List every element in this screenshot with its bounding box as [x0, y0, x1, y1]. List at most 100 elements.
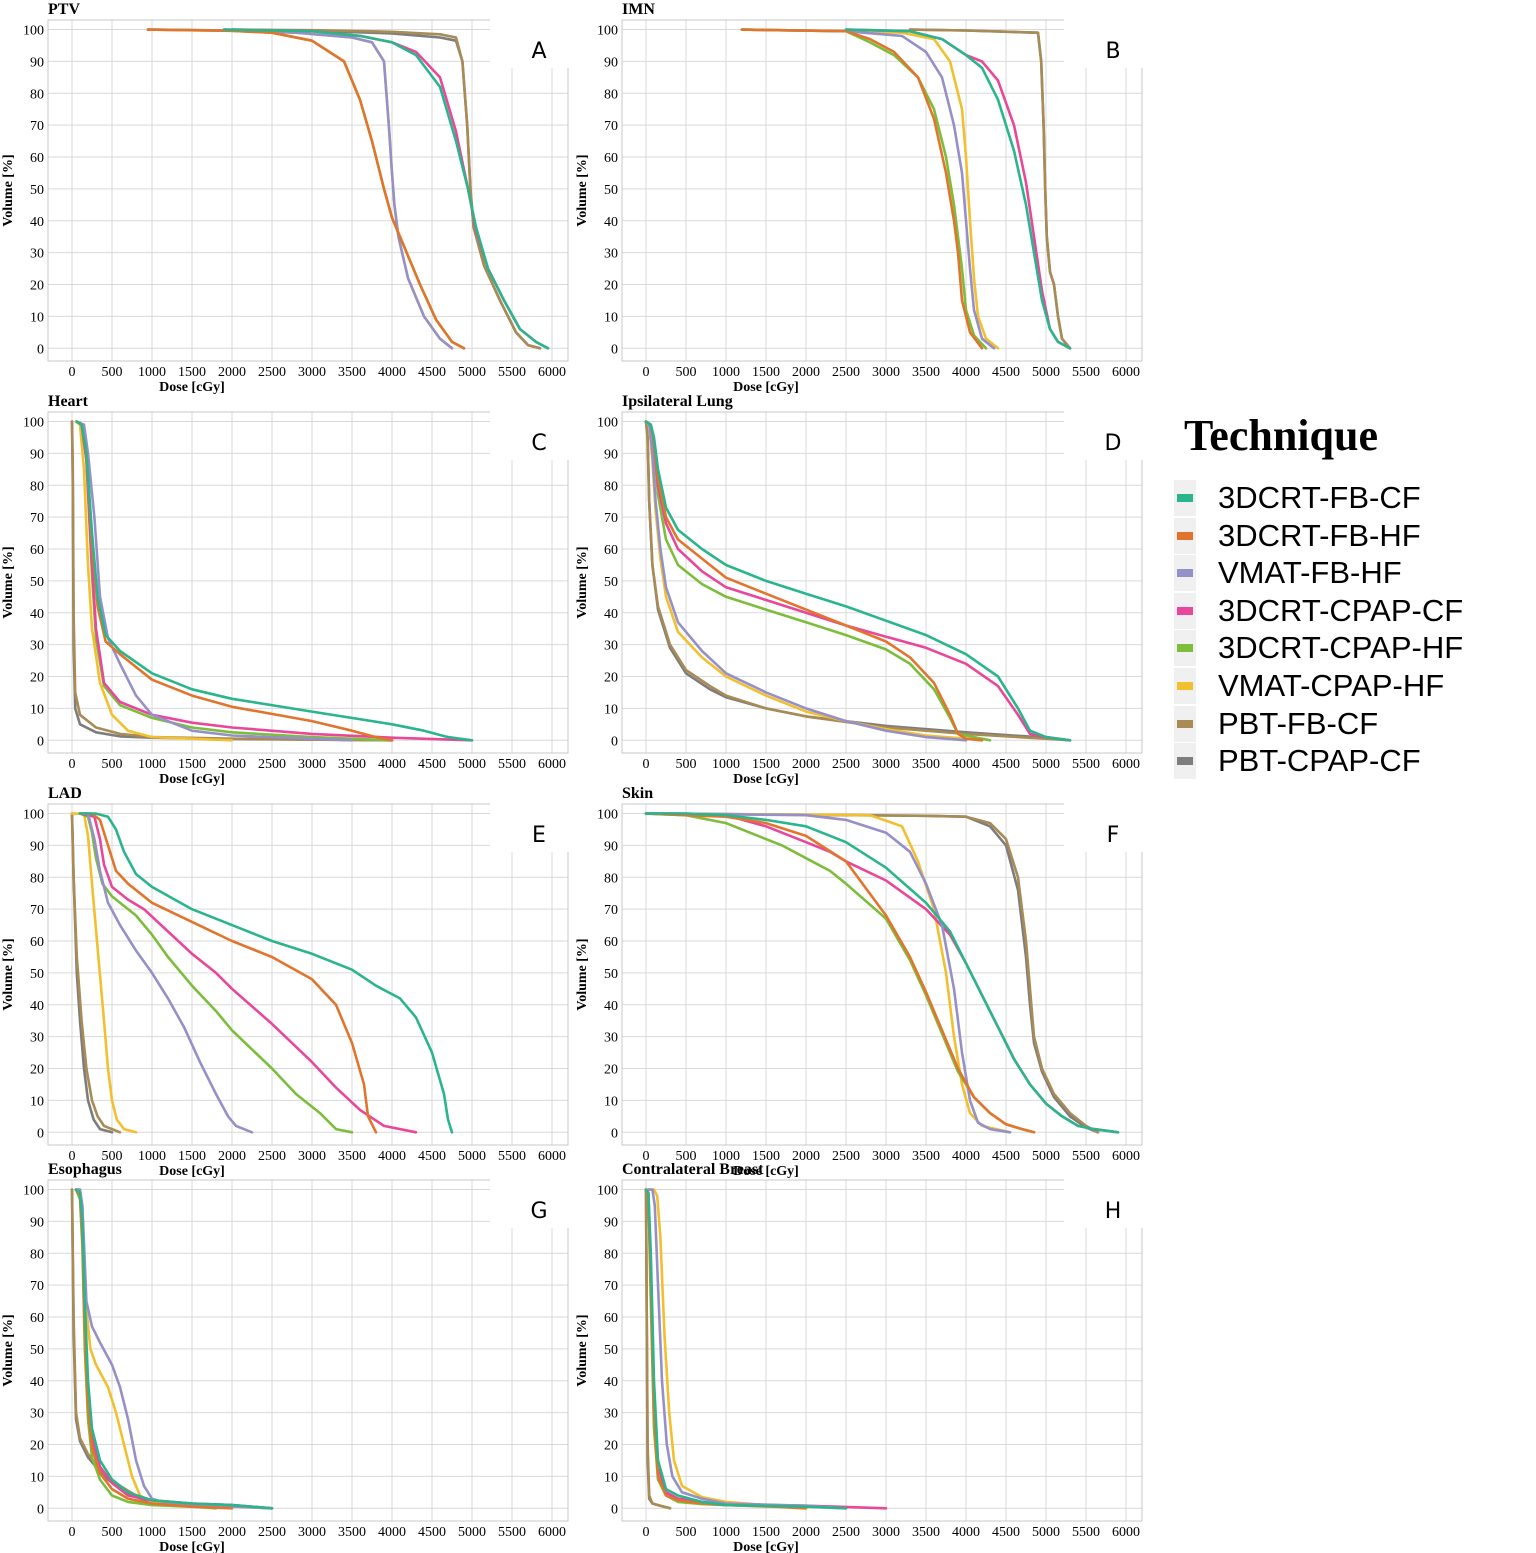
series-3dcrt-fb-hf [740, 28, 984, 350]
series-3dcrt-cpap-hf [740, 28, 988, 350]
x-axis-label: Dose [cGy] [733, 1164, 799, 1179]
y-tick-label: 10 [30, 310, 44, 325]
x-tick-label: 4500 [992, 365, 1020, 380]
y-tick-label: 70 [604, 119, 618, 134]
panel-letter: C [531, 431, 546, 456]
x-tick-label: 4000 [378, 757, 406, 772]
y-tick-label: 90 [604, 1215, 618, 1230]
x-tick-label: 4500 [418, 1149, 446, 1164]
series-vmat-cpap-hf [740, 28, 1000, 350]
legend-label: PBT-FB-CF [1218, 705, 1379, 741]
x-tick-label: 5500 [1072, 757, 1100, 772]
panel-g: 0 500 1000 1500 2000 2500 3000 3500 4000 4500 5000… [1, 1161, 570, 1553]
x-tick-label: 3500 [338, 1149, 366, 1164]
panel-letter: F [1107, 823, 1120, 848]
legend-entry-pbt-fb-cf: PBT-FB-CF [1174, 705, 1379, 742]
panel-label-box [1064, 1178, 1144, 1228]
plot-frame [621, 411, 1143, 754]
x-tick-label: 0 [643, 757, 650, 772]
y-tick-label: 60 [604, 543, 618, 558]
plot-frame [47, 1179, 569, 1522]
y-axis-label: Volume [%] [1, 1314, 16, 1386]
x-tick-label: 5000 [458, 365, 486, 380]
y-tick-label: 30 [30, 639, 44, 654]
panel-d: 0 500 1000 1500 2000 2500 3000 3500 4000 4500 5000… [575, 393, 1144, 787]
legend-swatch [1174, 517, 1196, 554]
panel-c: 0 500 1000 1500 2000 2500 3000 3500 4000 4500 5000… [1, 393, 570, 787]
x-tick-label: 2000 [218, 757, 246, 772]
x-tick-label: 4000 [952, 1149, 980, 1164]
x-tick-label: 1500 [178, 1525, 206, 1540]
y-tick-label: 80 [604, 871, 618, 886]
plot-frame [621, 803, 1143, 1146]
y-tick-label: 10 [30, 1094, 44, 1109]
x-tick-label: 6000 [538, 365, 566, 380]
x-tick-label: 2000 [218, 365, 246, 380]
panel-title: Contralateral Breast [622, 1161, 764, 1178]
x-tick-label: 3000 [298, 1525, 326, 1540]
x-tick-label: 6000 [1112, 1525, 1140, 1540]
x-tick-label: 4500 [418, 757, 446, 772]
y-tick-label: 60 [604, 935, 618, 950]
series-vmat-fb-hf [647, 1188, 848, 1510]
y-axis-label: Volume [%] [1, 546, 16, 618]
series-3dcrt-cpap-hf [78, 812, 354, 1134]
legend-title: Technique [1184, 411, 1379, 460]
legend-label: VMAT-FB-HF [1218, 555, 1402, 591]
legend-label: 3DCRT-FB-CF [1218, 480, 1421, 515]
y-tick-label: 30 [604, 1407, 618, 1422]
y-tick-label: 70 [30, 511, 44, 526]
y-tick-label: 100 [23, 808, 44, 823]
y-tick-label: 40 [604, 1375, 618, 1390]
x-tick-label: 5000 [458, 757, 486, 772]
x-tick-label: 1500 [752, 1149, 780, 1164]
x-axis-label: Dose [cGy] [159, 1164, 225, 1179]
y-tick-label: 100 [23, 416, 44, 431]
plot-frame [47, 19, 569, 362]
series-vmat-fb-hf [75, 420, 354, 742]
y-tick-label: 60 [30, 151, 44, 166]
y-tick-label: 40 [604, 215, 618, 230]
legend-label: 3DCRT-CPAP-HF [1218, 630, 1464, 666]
x-tick-label: 3500 [912, 757, 940, 772]
x-tick-label: 1000 [138, 1525, 166, 1540]
panel-label-box [1064, 18, 1144, 68]
x-tick-label: 500 [102, 365, 123, 380]
y-tick-label: 80 [30, 871, 44, 886]
x-tick-label: 4000 [952, 1525, 980, 1540]
y-tick-label: 50 [30, 967, 44, 982]
x-tick-label: 500 [102, 757, 123, 772]
legend-swatch [1174, 480, 1196, 516]
x-tick-label: 3500 [912, 1149, 940, 1164]
y-tick-label: 40 [604, 999, 618, 1014]
panel-label-box [490, 1178, 570, 1228]
x-tick-label: 2000 [218, 1525, 246, 1540]
y-tick-label: 40 [604, 607, 618, 622]
legend-entry-vmat-fb-hf: VMAT-FB-HF [1174, 555, 1402, 592]
y-tick-label: 90 [30, 55, 44, 70]
y-tick-label: 30 [30, 1031, 44, 1046]
panel-title: Skin [622, 785, 653, 802]
x-tick-label: 5000 [1032, 757, 1060, 772]
x-tick-label: 500 [676, 1525, 697, 1540]
y-tick-label: 60 [30, 543, 44, 558]
x-tick-label: 5500 [498, 1149, 526, 1164]
series-vmat-fb-hf [644, 420, 968, 742]
y-tick-label: 20 [604, 1439, 618, 1454]
x-tick-label: 2000 [792, 365, 820, 380]
legend-entry-3dcrt-fb-cf: 3DCRT-FB-CF [1174, 480, 1421, 516]
x-tick-label: 3000 [298, 757, 326, 772]
panel-label-box [490, 802, 570, 852]
y-axis-label: Volume [%] [575, 1314, 590, 1386]
x-tick-label: 4500 [418, 1525, 446, 1540]
y-tick-label: 50 [604, 1343, 618, 1358]
legend-entry-3dcrt-cpap-cf: 3DCRT-CPAP-CF [1174, 592, 1463, 629]
x-tick-label: 1500 [178, 1149, 206, 1164]
panel-label-box [1064, 802, 1144, 852]
x-axis-label: Dose [cGy] [159, 1540, 225, 1553]
y-tick-label: 0 [37, 734, 44, 749]
legend-entry-3dcrt-cpap-hf: 3DCRT-CPAP-HF [1174, 630, 1464, 667]
x-tick-label: 5500 [498, 1525, 526, 1540]
x-tick-label: 2000 [792, 1525, 820, 1540]
x-tick-label: 2500 [832, 365, 860, 380]
